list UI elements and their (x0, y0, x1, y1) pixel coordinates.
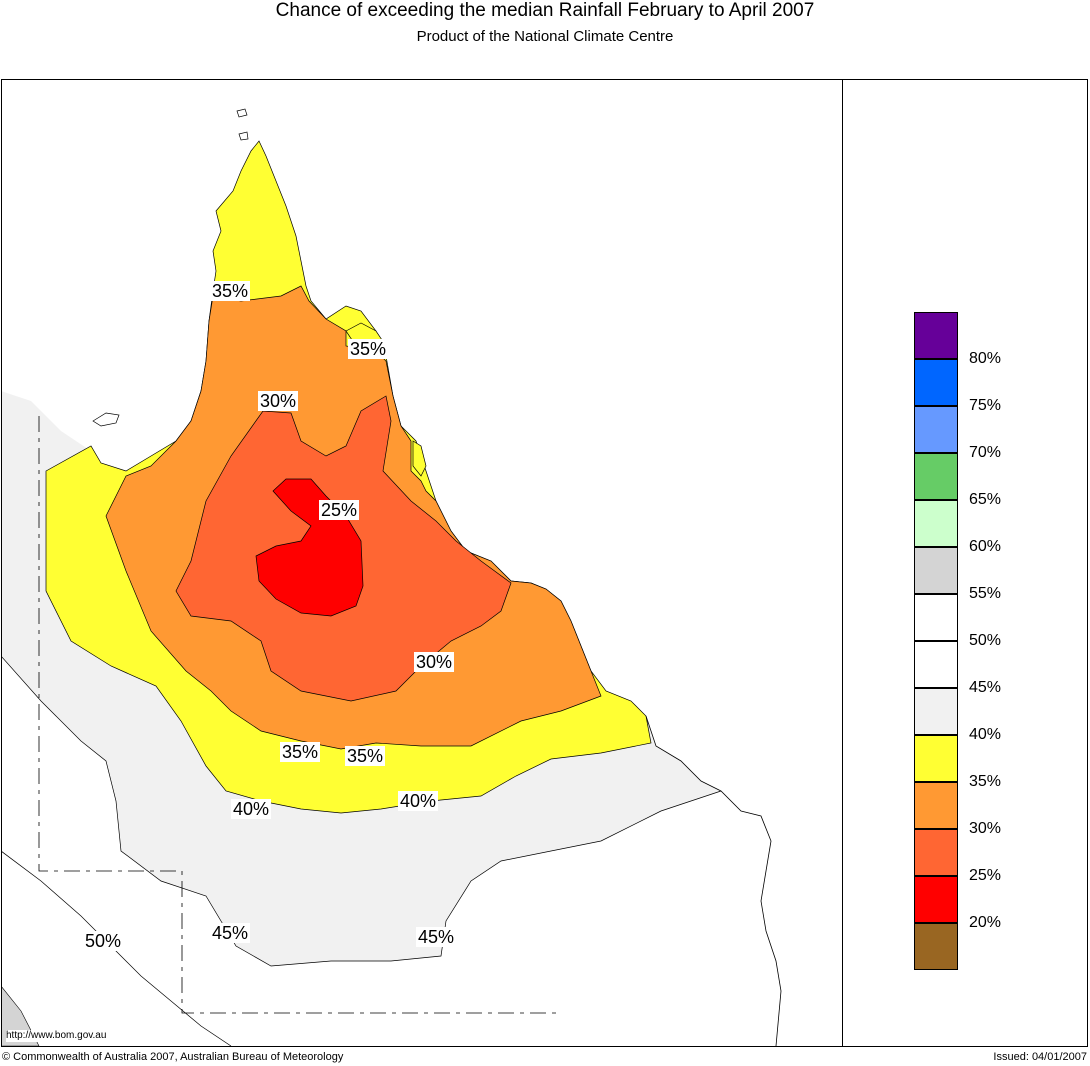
coastline-south (645, 715, 782, 1046)
contour-label: 50% (83, 931, 124, 951)
legend-swatch (914, 641, 958, 688)
map-frame: 35% 35% 30% 25% 30% 35% 35% 40% 40% 45% … (1, 79, 843, 1047)
copyright-notice: © Commonwealth of Australia 2007, Austra… (2, 1051, 344, 1063)
legend-label: 75% (969, 397, 1002, 414)
legend-label: 70% (969, 444, 1002, 461)
contour-label: 35% (210, 281, 251, 301)
legend-swatch (914, 782, 958, 829)
legend-swatch (914, 312, 958, 359)
contour-50 (2, 851, 232, 1046)
legend-label: 55% (969, 585, 1002, 602)
legend-swatch (914, 453, 958, 500)
legend-swatch (914, 547, 958, 594)
island-north-a (236, 108, 248, 118)
contour-label: 45% (210, 923, 251, 943)
contour-label: 30% (414, 652, 455, 672)
island-north-b (238, 131, 249, 141)
contour-45-left (2, 656, 722, 967)
legend-swatch (914, 359, 958, 406)
legend-swatch (914, 688, 958, 735)
legend-label: 65% (969, 491, 1002, 508)
issued-date: Issued: 04/01/2007 (993, 1051, 1087, 1063)
queensland-map (2, 108, 782, 1046)
contour-label: 35% (280, 742, 321, 762)
legend-label: 30% (969, 820, 1002, 837)
contour-label: 40% (231, 799, 272, 819)
legend-label: 45% (969, 679, 1002, 696)
legend-swatch (914, 500, 958, 547)
legend-label: 40% (969, 726, 1002, 743)
island-gulf (92, 412, 120, 427)
region-above-45 (2, 657, 781, 1046)
legend-label: 80% (969, 350, 1002, 367)
region-35-40-coast-b (412, 440, 427, 477)
contour-label: 35% (345, 746, 386, 766)
contour-label: 45% (416, 927, 457, 947)
contour-label: 40% (398, 791, 439, 811)
legend-label: 25% (969, 867, 1002, 884)
legend-swatch (914, 876, 958, 923)
contour-label: 30% (258, 391, 299, 411)
legend-swatch (914, 735, 958, 782)
state-border-west (38, 416, 561, 1014)
legend-swatch (914, 406, 958, 453)
contour-label: 35% (348, 339, 389, 359)
legend-label: 50% (969, 632, 1002, 649)
map-subtitle: Product of the National Climate Centre (416, 28, 674, 45)
contour-label: 25% (319, 500, 360, 520)
legend-swatch (914, 923, 958, 970)
bom-url: http://www.bom.gov.au (6, 1030, 107, 1042)
legend-panel (842, 79, 1088, 1047)
legend-swatch (914, 594, 958, 641)
legend-label: 35% (969, 773, 1002, 790)
map-title: Chance of exceeding the median Rainfall … (275, 0, 815, 21)
legend-label: 60% (969, 538, 1002, 555)
legend-swatch (914, 829, 958, 876)
legend-label: 20% (969, 914, 1002, 931)
